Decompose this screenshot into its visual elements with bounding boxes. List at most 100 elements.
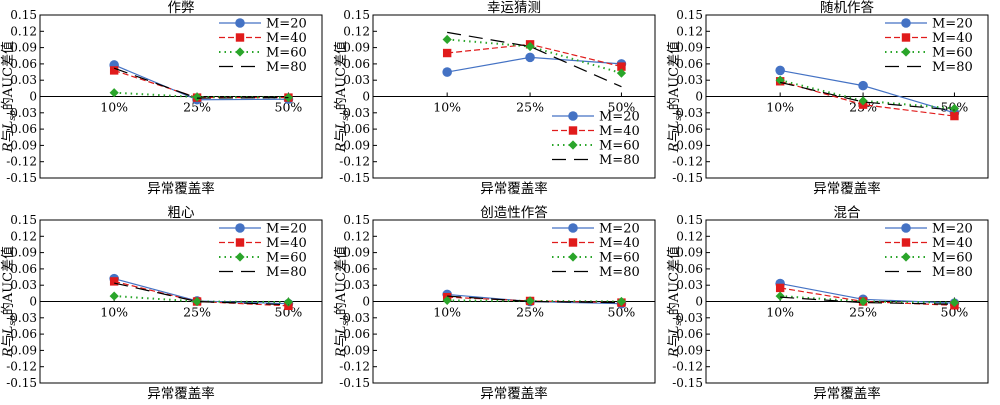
y-tick-label: 0.09 [10,41,37,55]
y-tick-label: 0 [29,90,37,104]
y-tick-label: 0.15 [343,8,370,22]
y-tick-label: -0.06 [6,327,37,341]
legend-marker [235,47,245,57]
y-axis-label: R与Lsp的AUC差值 [333,41,351,153]
y-tick-label: 0.09 [676,246,703,260]
y-tick-label: 0.06 [676,262,703,276]
y-tick-label: 0 [695,90,703,104]
x-tick-label: 25% [516,305,544,320]
series-line [780,287,955,306]
y-axis-label: R与Lsp的AUC差值 [666,41,684,153]
legend-entry: M=60 [266,46,307,61]
series-M-20 [442,52,627,77]
chart-title: 混合 [834,205,862,221]
y-tick-label: 0 [362,295,370,309]
x-tick-label: 10% [100,305,128,320]
y-tick-label: 0.15 [676,8,703,22]
legend-entry: M=60 [932,251,973,266]
y-tick-label: -0.03 [339,311,370,325]
data-point [525,41,535,52]
y-tick-label: -0.09 [6,343,37,357]
legend-marker [235,252,245,262]
y-tick-label: -0.15 [339,171,370,185]
x-tick-label: 25% [183,305,211,320]
legend-entry: M=60 [599,139,640,154]
legend-marker [901,33,911,42]
y-tick-label: 0.15 [10,8,37,22]
y-tick-label: 0.03 [676,73,703,87]
data-point [616,296,627,307]
y-tick-label: -0.06 [672,327,703,341]
y-tick-label: -0.12 [339,155,370,169]
legend-entry: M=80 [599,153,640,168]
series-line [447,295,622,304]
chart-title: 创造性作答 [480,204,548,221]
x-tick-label: 10% [766,305,794,320]
y-tick-label: 0.12 [676,229,703,243]
data-point [109,88,119,98]
chart-panel-6: 0.15 0.12 0.09 0.06 0.03 0 -0.03 -0.06 -0.09 -0.1… [666,205,989,402]
series-M-80 [113,67,289,99]
y-tick-label: 0.03 [676,278,703,292]
y-tick-label: -0.03 [6,106,37,120]
chart-panel-1: 0.15 0.12 0.09 0.06 0.03 0 -0.03 -0.06 -0.09 -0.1… [0,0,323,197]
y-tick-label: 0.03 [343,73,370,87]
chart-panel-4: 0.15 0.12 0.09 0.06 0.03 0 -0.03 -0.06 -0.09 -0.1… [0,205,323,402]
series-M-80 [780,296,955,305]
series-M-80 [780,81,955,111]
legend-marker [901,238,911,247]
series-M-80 [114,282,289,306]
y-tick-label: -0.15 [6,171,37,185]
series-M-60 [109,88,294,103]
y-tick-label: 0.09 [343,41,370,55]
y-tick-label: 0.06 [676,57,703,71]
y-tick-label: 0.09 [10,246,37,260]
y-tick-label: -0.12 [672,155,703,169]
y-tick-label: 0 [695,295,703,309]
y-tick-label: -0.09 [339,138,370,152]
y-tick-label: -0.12 [672,360,703,374]
legend-entry: M=80 [932,60,973,75]
x-tick-label: 10% [433,305,461,320]
series-line [447,31,622,88]
series-line [114,282,289,306]
x-tick-label: 25% [183,100,211,115]
y-tick-label: 0.09 [676,41,703,55]
legend: M=20M=40M=60M=80 [219,222,307,280]
y-tick-label: 0.12 [343,229,370,243]
legend-marker [235,223,245,233]
x-axis-label: 异常覆盖率 [480,180,548,197]
y-tick-label: -0.03 [672,106,703,120]
y-axis-label: R与Lsp的AUC差值 [333,246,351,358]
y-tick-label: -0.15 [672,171,703,185]
x-tick-label: 10% [766,100,794,115]
data-point [283,92,294,103]
legend: M=20M=40M=60M=80 [552,110,640,168]
legend-marker [235,238,245,247]
data-point [109,291,119,301]
y-tick-label: 0.09 [343,246,370,260]
y-tick-label: -0.15 [339,376,370,390]
legend-entry: M=60 [266,251,307,266]
y-tick-label: -0.15 [6,376,37,390]
y-tick-label: 0.03 [10,73,37,87]
legend-entry: M=20 [599,110,640,125]
chart-title: 随机作答 [820,0,874,16]
legend-marker [901,252,911,262]
x-tick-label: 10% [100,100,128,115]
data-point [442,295,452,306]
series-line [113,69,289,99]
y-tick-label: 0.06 [343,57,370,71]
legend-marker [235,33,245,42]
y-tick-label: -0.06 [339,122,370,136]
legend-entry: M=80 [266,60,307,75]
legend-marker [901,223,911,233]
chart-panel-3: 0.15 0.12 0.09 0.06 0.03 0 -0.03 -0.06 -0.09 -0.1… [666,0,989,197]
y-tick-label: -0.12 [6,155,37,169]
data-point [616,68,627,78]
data-point [442,34,452,45]
chart-panel-5: 0.15 0.12 0.09 0.06 0.03 0 -0.03 -0.06 -0.09 -0.1… [333,204,656,402]
y-axis-label: R与Lsp的AUC差值 [666,246,684,358]
y-tick-label: 0.03 [10,278,37,292]
legend-entry: M=20 [599,222,640,237]
